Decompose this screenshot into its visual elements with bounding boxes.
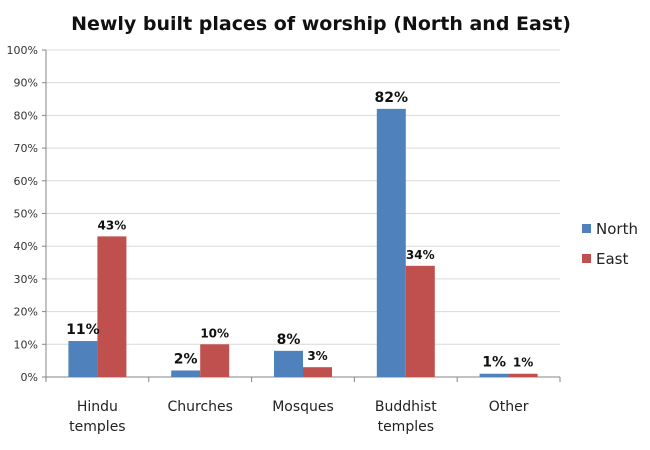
bar-east: [97, 236, 127, 377]
legend: North East: [582, 220, 638, 268]
x-tick-label: Mosques: [272, 399, 334, 415]
data-label-east: 43%: [98, 218, 127, 232]
x-tick-label: Churches: [167, 399, 232, 415]
x-tick-label-line: temples: [378, 419, 434, 435]
x-tick-label-line: Mosques: [272, 399, 334, 415]
legend-label-north: North: [596, 220, 638, 238]
data-label-east: 34%: [406, 248, 435, 262]
x-tick-label: Hindu temples: [69, 399, 125, 435]
bar-north: [479, 373, 509, 377]
y-tick-label: 50%: [14, 208, 38, 221]
legend-swatch-north: [582, 224, 591, 233]
y-tick-label: 70%: [14, 142, 38, 155]
x-tick-label: Buddhist temples: [375, 399, 437, 435]
y-tick-label: 60%: [14, 175, 38, 188]
bar-east: [405, 265, 435, 377]
legend-label-east: East: [596, 250, 628, 268]
data-label-east: 1%: [513, 356, 533, 370]
data-label-east: 10%: [200, 326, 229, 340]
data-labels: 11% 2% 8% 82% 1% 43% 10% 3% 34% 1%: [66, 90, 533, 371]
data-label-east: 3%: [307, 349, 327, 363]
gridlines: [42, 49, 560, 378]
y-tick-label: 40%: [14, 240, 38, 253]
x-tick-label-line: Other: [489, 399, 529, 415]
data-label-north: 2%: [174, 351, 198, 367]
data-label-north: 8%: [277, 332, 301, 348]
x-tick-label-line: Buddhist: [375, 399, 437, 415]
y-tick-label: 10%: [14, 338, 38, 351]
bar-east: [508, 373, 538, 377]
y-axis-ticks: 0% 10% 20% 30% 40% 50% 60% 70% 80% 90% 100%: [7, 44, 38, 384]
chart-title: Newly built places of worship (North and…: [71, 13, 571, 35]
bar-north: [376, 108, 406, 378]
y-tick-label: 100%: [7, 44, 38, 57]
x-tick-label-line: Churches: [167, 399, 232, 415]
bar-east: [200, 344, 230, 377]
legend-swatch-east: [582, 254, 591, 263]
y-tick-label: 0%: [21, 371, 38, 384]
bar-east: [303, 367, 332, 377]
x-axis-ticks: Hindu temples Churches Mosques Buddhist templ…: [69, 399, 529, 435]
bar-north: [171, 370, 201, 377]
x-tick-label-line: temples: [69, 419, 125, 435]
x-tick-label: Other: [489, 399, 529, 415]
data-label-north: 82%: [375, 90, 409, 106]
y-tick-label: 90%: [14, 77, 38, 90]
y-tick-label: 20%: [14, 306, 38, 319]
x-tick-label-line: Hindu: [77, 399, 118, 415]
y-tick-label: 30%: [14, 273, 38, 286]
data-label-north: 11%: [66, 322, 100, 338]
bar-north: [68, 341, 98, 377]
bars: [68, 108, 538, 378]
data-label-north: 1%: [482, 355, 506, 371]
bar-north: [274, 350, 303, 377]
y-tick-label: 80%: [14, 109, 38, 122]
